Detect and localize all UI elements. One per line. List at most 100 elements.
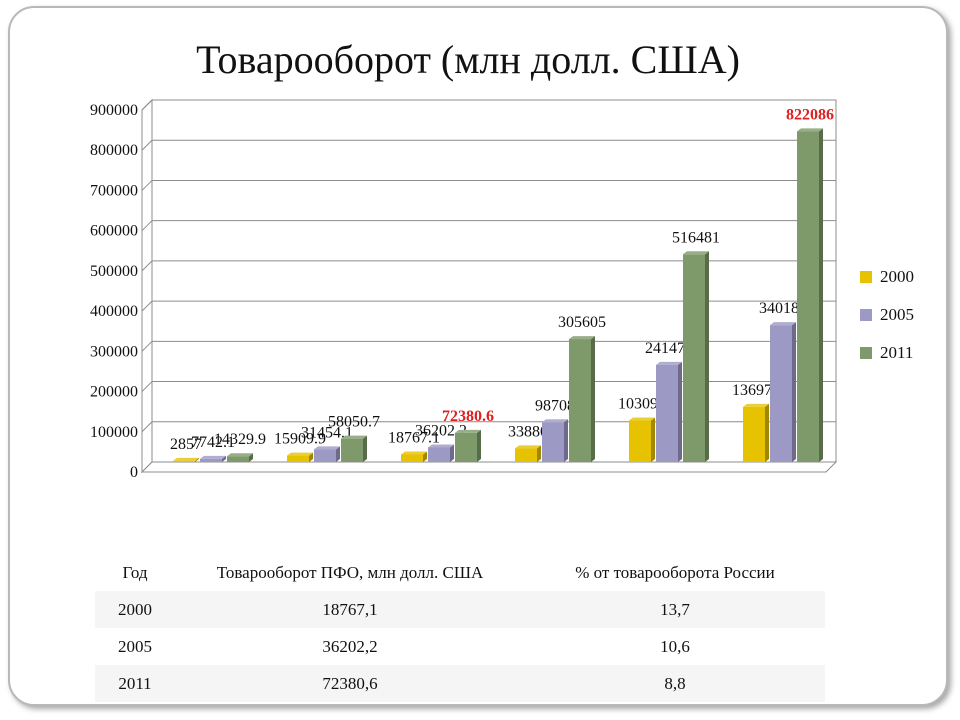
- bar-top: [515, 445, 541, 449]
- bar: [287, 455, 309, 462]
- bar-top: [341, 435, 367, 439]
- bar: [629, 420, 651, 462]
- gridline-side: [141, 340, 153, 352]
- table-header-turnover: Товарооборот ПФО, млн долл. США: [216, 563, 484, 582]
- bar: [683, 254, 705, 462]
- bar-top: [743, 403, 769, 407]
- bar: [569, 339, 591, 462]
- legend-label-2005: 2005: [880, 305, 914, 324]
- bar-side: [678, 361, 682, 462]
- data-table: Год Товарооборот ПФО, млн долл. США % от…: [95, 555, 825, 702]
- table-row: 2000 18767,1 13,7: [95, 591, 825, 628]
- y-tick-label: 0: [130, 464, 138, 481]
- data-label: 103093: [618, 396, 666, 413]
- gridline-side: [141, 260, 153, 272]
- side-wall: [141, 98, 153, 474]
- bar: [515, 448, 537, 462]
- data-label: 33880: [508, 423, 548, 440]
- gridline-side: [141, 381, 153, 392]
- table-row: 2005 36202,2 10,6: [95, 628, 825, 665]
- bar-top: [770, 322, 796, 326]
- bar: [743, 406, 765, 462]
- bar-side: [450, 444, 454, 462]
- bar-side: [792, 322, 796, 462]
- table-cell-percent: 13,7: [525, 591, 825, 628]
- bar-side: [336, 446, 340, 462]
- bar-top: [173, 457, 199, 461]
- bar-top: [287, 452, 313, 456]
- bar: [797, 131, 819, 462]
- legend-label-2011: 2011: [880, 343, 914, 362]
- data-label: 58050.7: [328, 414, 380, 431]
- table-cell-turnover: 72380,6: [175, 665, 525, 702]
- bar: [770, 325, 792, 462]
- bar-side: [591, 336, 595, 462]
- data-label: 305605: [558, 314, 606, 331]
- legend-swatch-2011: [860, 347, 872, 359]
- bar-top: [200, 455, 226, 459]
- bar: [314, 449, 336, 462]
- y-tick-label: 100000: [90, 424, 138, 441]
- y-tick-label: 500000: [90, 263, 138, 280]
- table-cell-turnover: 36202,2: [322, 636, 378, 656]
- y-tick-label: 300000: [90, 343, 138, 360]
- y-tick-label: 400000: [90, 303, 138, 320]
- bar-side: [195, 457, 199, 462]
- bar: [173, 460, 195, 462]
- bar-side: [537, 445, 541, 462]
- bar-side: [705, 251, 709, 462]
- bar-top: [656, 361, 682, 365]
- data-label: 241473: [645, 340, 693, 357]
- bar-top: [455, 429, 481, 433]
- table-header-year: Год: [122, 563, 148, 582]
- gridline-side: [141, 220, 153, 232]
- table-cell-year: 2011: [95, 665, 175, 702]
- bar-chart: 0 100000 200000 300000 400000 500000 600000 700…: [90, 98, 838, 481]
- slide-title: Товарооборот (млн долл. США): [196, 37, 740, 82]
- back-wall: [151, 99, 837, 463]
- chart-legend: 2000 2005 2011: [860, 258, 914, 372]
- y-tick-label: 700000: [90, 182, 138, 199]
- data-label: 36202.2: [415, 422, 467, 439]
- data-label: 72380.6: [442, 408, 494, 425]
- gridline-side: [141, 300, 153, 312]
- table-cell-percent: 10,6: [660, 636, 690, 656]
- bar-top: [683, 251, 709, 255]
- bar: [227, 456, 249, 462]
- bar: [455, 432, 477, 462]
- bar: [428, 447, 450, 462]
- table-cell-year: 2000: [95, 591, 175, 628]
- data-label: 136973: [732, 382, 780, 399]
- data-label: 7742.1: [191, 434, 235, 451]
- bar-top: [314, 446, 340, 450]
- bar-top: [569, 336, 595, 340]
- bar-side: [309, 452, 313, 462]
- table-cell-percent: 8,8: [525, 665, 825, 702]
- legend-item-2005: 2005: [860, 296, 914, 334]
- data-label: 2857: [170, 436, 202, 453]
- legend-item-2011: 2011: [860, 334, 914, 372]
- data-label: 340181: [759, 300, 807, 317]
- data-label: 15909.9: [274, 431, 326, 448]
- data-label: 516481: [672, 229, 720, 246]
- bar-top: [227, 453, 253, 457]
- bar: [542, 422, 564, 462]
- bar: [401, 454, 423, 462]
- table-header-row: Год Товарооборот ПФО, млн долл. США % от…: [95, 555, 825, 591]
- bar-top: [629, 417, 655, 421]
- legend-item-2000: 2000: [860, 258, 914, 296]
- gridline-side: [141, 421, 153, 433]
- bar: [200, 458, 222, 462]
- table-cell-year: 2005: [118, 636, 152, 656]
- legend-label-2000: 2000: [880, 267, 914, 286]
- bar-side: [477, 429, 481, 462]
- gridline-side: [141, 99, 153, 111]
- bar-side: [222, 455, 226, 462]
- table-row: 2011 72380,6 8,8: [95, 665, 825, 702]
- bar-side: [249, 453, 253, 462]
- bar-top: [401, 451, 427, 455]
- bar-side: [423, 451, 427, 462]
- data-label: 822086: [786, 106, 834, 123]
- table-cell-turnover: 18767,1: [175, 591, 525, 628]
- bar-side: [765, 403, 769, 462]
